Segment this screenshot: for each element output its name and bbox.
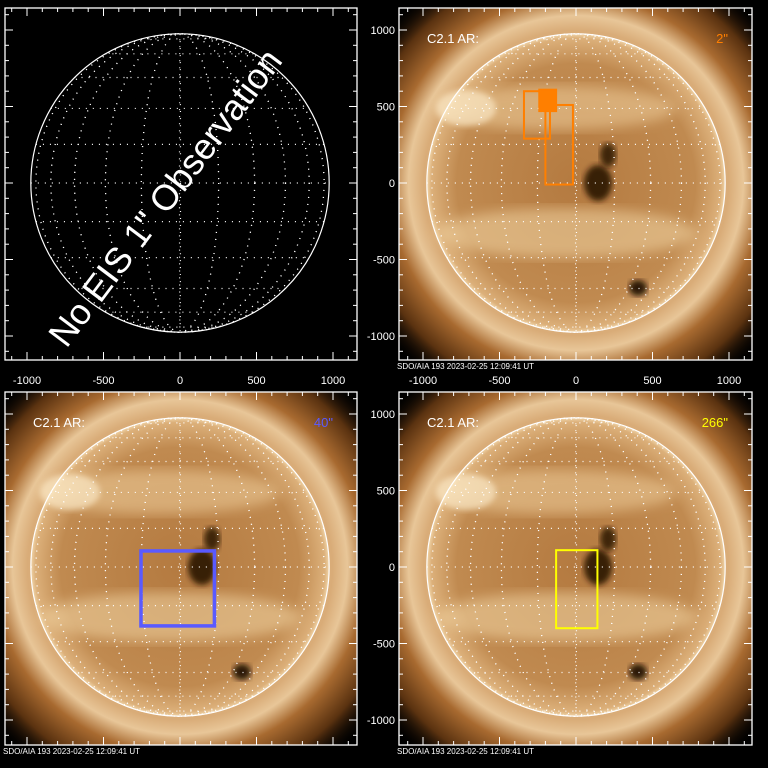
coronal-hole	[188, 549, 216, 585]
y-tick-label: 500	[377, 102, 395, 114]
image-caption: SDO/AIA 193 2023-02-25 12:09:41 UT	[3, 747, 140, 756]
longitude-line	[140, 33, 220, 333]
slit-raster-box	[544, 103, 574, 186]
coronal-hole	[584, 165, 612, 201]
y-tick-label: 500	[377, 486, 395, 498]
y-tick-label: -500	[373, 255, 395, 267]
x-tick-label: -500	[92, 375, 114, 387]
y-tick-label: 1000	[371, 409, 395, 421]
slit-width-label: 40"	[314, 415, 333, 430]
longitude-line	[178, 417, 182, 717]
solar-limb	[30, 417, 330, 717]
slit-raster-box	[140, 550, 215, 627]
solar-limb	[30, 33, 330, 333]
active-region-south	[436, 208, 696, 258]
longitude-line	[35, 417, 325, 717]
slit-raster-box	[538, 88, 558, 113]
image-caption: SDO/AIA 193 2023-02-25 12:09:41 UT	[397, 362, 534, 371]
solar-limb	[426, 33, 726, 333]
longitude-line	[574, 417, 578, 717]
slit-raster-box	[555, 549, 599, 630]
longitude-line	[431, 417, 721, 717]
x-tick-label: 500	[643, 375, 661, 387]
bright-plage	[436, 90, 496, 126]
y-tick-label: -1000	[367, 715, 395, 727]
longitude-line	[50, 33, 310, 333]
coronal-hole	[233, 664, 251, 680]
longitude-line	[574, 33, 578, 333]
solar-limb	[426, 417, 726, 717]
slit-width-label: 266"	[702, 415, 729, 430]
panel-image	[30, 33, 330, 333]
coronal-hole	[629, 280, 647, 296]
longitude-line	[446, 417, 706, 717]
longitude-line	[500, 417, 652, 717]
coronal-hole	[204, 527, 220, 551]
x-tick-label: -500	[488, 375, 510, 387]
longitude-line	[469, 33, 683, 333]
y-tick-label: -1000	[367, 331, 395, 343]
panel-2arcsec: -1000 -500 0 500 1000 1000 500 0 -500 -1000 C2.1 A…	[367, 7, 753, 387]
y-tick-label: 0	[389, 562, 395, 574]
x-tick-label: 1000	[321, 375, 345, 387]
longitude-line	[178, 33, 182, 333]
x-tick-label: -1000	[409, 375, 437, 387]
flare-label: C2.1 AR:	[33, 415, 85, 430]
active-region-north	[436, 470, 676, 514]
y-tick-label: 0	[389, 178, 395, 190]
panel-image	[399, 8, 752, 360]
active-region-north	[40, 470, 280, 514]
longitude-line	[50, 417, 310, 717]
longitude-line	[73, 417, 287, 717]
panel-40arcsec: C2.1 AR: 40" SDO/AIA 193 2023-02-25 12:09:…	[3, 391, 358, 756]
longitude-line	[104, 417, 256, 717]
plot-frame	[4, 7, 358, 361]
longitude-line	[431, 33, 721, 333]
x-tick-label: 0	[573, 375, 579, 387]
flare-label: C2.1 AR:	[427, 31, 479, 46]
coronal-hole	[629, 664, 647, 680]
coronal-hole	[600, 143, 616, 167]
y-tick-label: 1000	[371, 25, 395, 37]
longitude-line	[35, 33, 325, 333]
y-tick-label: -500	[373, 639, 395, 651]
slit-width-label: 2"	[716, 31, 728, 46]
longitude-line	[104, 33, 256, 333]
slit-raster-box	[522, 90, 551, 140]
bright-plage	[436, 474, 496, 510]
longitude-line	[500, 33, 652, 333]
solar-disk	[426, 33, 726, 333]
flare-label: C2.1 AR:	[427, 415, 479, 430]
x-tick-label: -1000	[13, 375, 41, 387]
slit-raster-box	[139, 549, 217, 628]
plot-frame	[4, 391, 358, 746]
x-tick-label: 500	[247, 375, 265, 387]
x-tick-label: 1000	[717, 375, 741, 387]
active-region-south	[40, 592, 300, 642]
longitude-line	[446, 33, 706, 333]
x-tick-label: 0	[177, 375, 183, 387]
longitude-line	[469, 417, 683, 717]
panel-266arcsec: 1000 500 0 -500 -1000 C2.1 AR: 266" SDO/AIA 193…	[367, 391, 753, 756]
bright-plage	[40, 474, 100, 510]
panel-image	[5, 392, 357, 745]
image-caption: SDO/AIA 193 2023-02-25 12:09:41 UT	[397, 747, 534, 756]
longitude-line	[73, 33, 287, 333]
longitude-line	[140, 417, 220, 717]
coronal-hole	[600, 527, 616, 551]
active-region-south	[436, 592, 696, 642]
panel-image	[399, 392, 752, 745]
